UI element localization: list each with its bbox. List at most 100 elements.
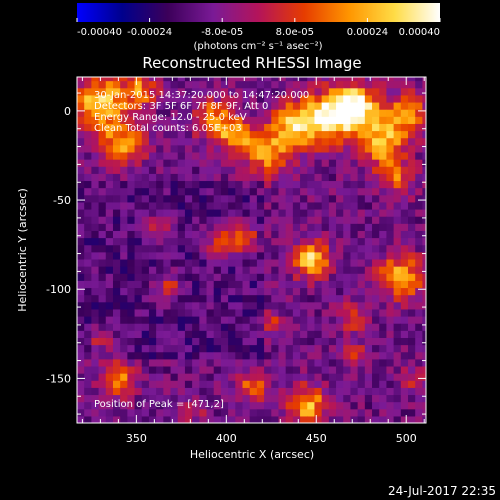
heatmap-cell (192, 208, 200, 217)
heatmap-cell (336, 151, 344, 160)
heatmap-cell (314, 301, 323, 310)
heatmap-cell (271, 144, 280, 153)
heatmap-cell (336, 380, 344, 388)
heatmap-cell (127, 394, 136, 403)
heatmap-cell (271, 294, 280, 303)
heatmap-cell (328, 208, 337, 217)
heatmap-cell (184, 258, 193, 267)
heatmap-cell (156, 251, 164, 260)
heatmap-cell (235, 166, 244, 174)
heatmap-cell (105, 116, 114, 124)
heatmap-cell (120, 237, 128, 246)
heatmap-cell (264, 330, 272, 338)
heatmap-cell (177, 294, 186, 303)
heatmap-cell (364, 201, 373, 210)
heatmap-cell (184, 380, 193, 388)
heatmap-cell (357, 123, 366, 132)
heatmap-cell (307, 173, 316, 182)
heatmap-cell (206, 287, 215, 296)
heatmap-cell (170, 351, 179, 360)
heatmap-cell (271, 130, 280, 139)
heatmap-cell (393, 94, 402, 103)
heatmap-cell (264, 237, 272, 246)
heatmap-cell (192, 201, 200, 210)
heatmap-cell (336, 394, 344, 403)
heatmap-cell (220, 244, 229, 253)
heatmap-cell (148, 87, 157, 96)
heatmap-cell (300, 101, 308, 110)
heatmap-cell (364, 344, 373, 353)
heatmap-cell (357, 77, 366, 82)
heatmap-cell (422, 287, 426, 296)
heatmap-cell (91, 80, 100, 89)
heatmap-cell (292, 94, 301, 103)
heatmap-cell (127, 87, 136, 96)
heatmap-cell (105, 230, 114, 239)
heatmap-cell (134, 258, 143, 267)
heatmap-cell (206, 159, 215, 167)
heatmap-cell (364, 130, 373, 139)
heatmap-cell (141, 109, 150, 117)
colorbar-tick-label: 0.00040 (399, 27, 440, 38)
heatmap-cell (170, 130, 179, 139)
heatmap-cell (84, 387, 92, 396)
heatmap-cell (98, 237, 107, 246)
heatmap-cell (148, 280, 157, 289)
heatmap-cell (393, 351, 402, 360)
heatmap-cell (184, 223, 193, 231)
heatmap-cell (170, 151, 179, 160)
heatmap-cell (249, 280, 258, 289)
heatmap-cell (314, 223, 323, 231)
heatmap-cell (120, 201, 128, 210)
heatmap-cell (271, 166, 280, 174)
heatmap-cell (386, 208, 395, 217)
heatmap-cell (156, 380, 164, 388)
heatmap-cell (91, 223, 100, 231)
heatmap-cell (321, 344, 330, 353)
heatmap-cell (156, 159, 164, 167)
heatmap-cell (249, 144, 258, 153)
heatmap-cell (364, 308, 373, 317)
heatmap-cell (364, 223, 373, 231)
heatmap-cell (77, 123, 85, 132)
heatmap-cell (192, 159, 200, 167)
heatmap-cell (120, 401, 128, 410)
heatmap-cell (336, 330, 344, 338)
heatmap-cell (98, 258, 107, 267)
heatmap-cell (127, 116, 136, 124)
heatmap-cell (163, 80, 172, 89)
heatmap-cell (379, 358, 388, 367)
heatmap-cell (156, 144, 164, 153)
heatmap-cell (105, 201, 114, 210)
heatmap-cell (177, 116, 186, 124)
heatmap-cell (300, 123, 308, 132)
heatmap-cell (184, 315, 193, 324)
heatmap-cell (415, 323, 424, 331)
heatmap-cell (235, 130, 244, 139)
heatmap-cell (307, 159, 316, 167)
heatmap-cell (112, 137, 121, 146)
heatmap-cell (156, 230, 164, 239)
heatmap-cell (134, 216, 143, 224)
heatmap-cell (163, 408, 172, 417)
heatmap-cell (170, 123, 179, 132)
heatmap-cell (177, 401, 186, 410)
heatmap-cell (98, 173, 107, 182)
heatmap-cell (314, 330, 323, 338)
heatmap-cell (206, 401, 215, 410)
heatmap-cell (192, 180, 200, 189)
heatmap-cell (321, 144, 330, 153)
heatmap-cell (422, 251, 426, 260)
heatmap-cell (400, 187, 409, 196)
x-tick-label: 450 (306, 432, 327, 445)
heatmap-cell (242, 187, 251, 196)
heatmap-cell (372, 77, 380, 82)
heatmap-cell (148, 330, 157, 338)
heatmap-cell (350, 230, 359, 239)
heatmap-cell (156, 216, 164, 224)
heatmap-cell (292, 87, 301, 96)
heatmap-cell (184, 187, 193, 196)
heatmap-cell (364, 116, 373, 124)
heatmap-cell (350, 216, 359, 224)
heatmap-cell (199, 230, 208, 239)
